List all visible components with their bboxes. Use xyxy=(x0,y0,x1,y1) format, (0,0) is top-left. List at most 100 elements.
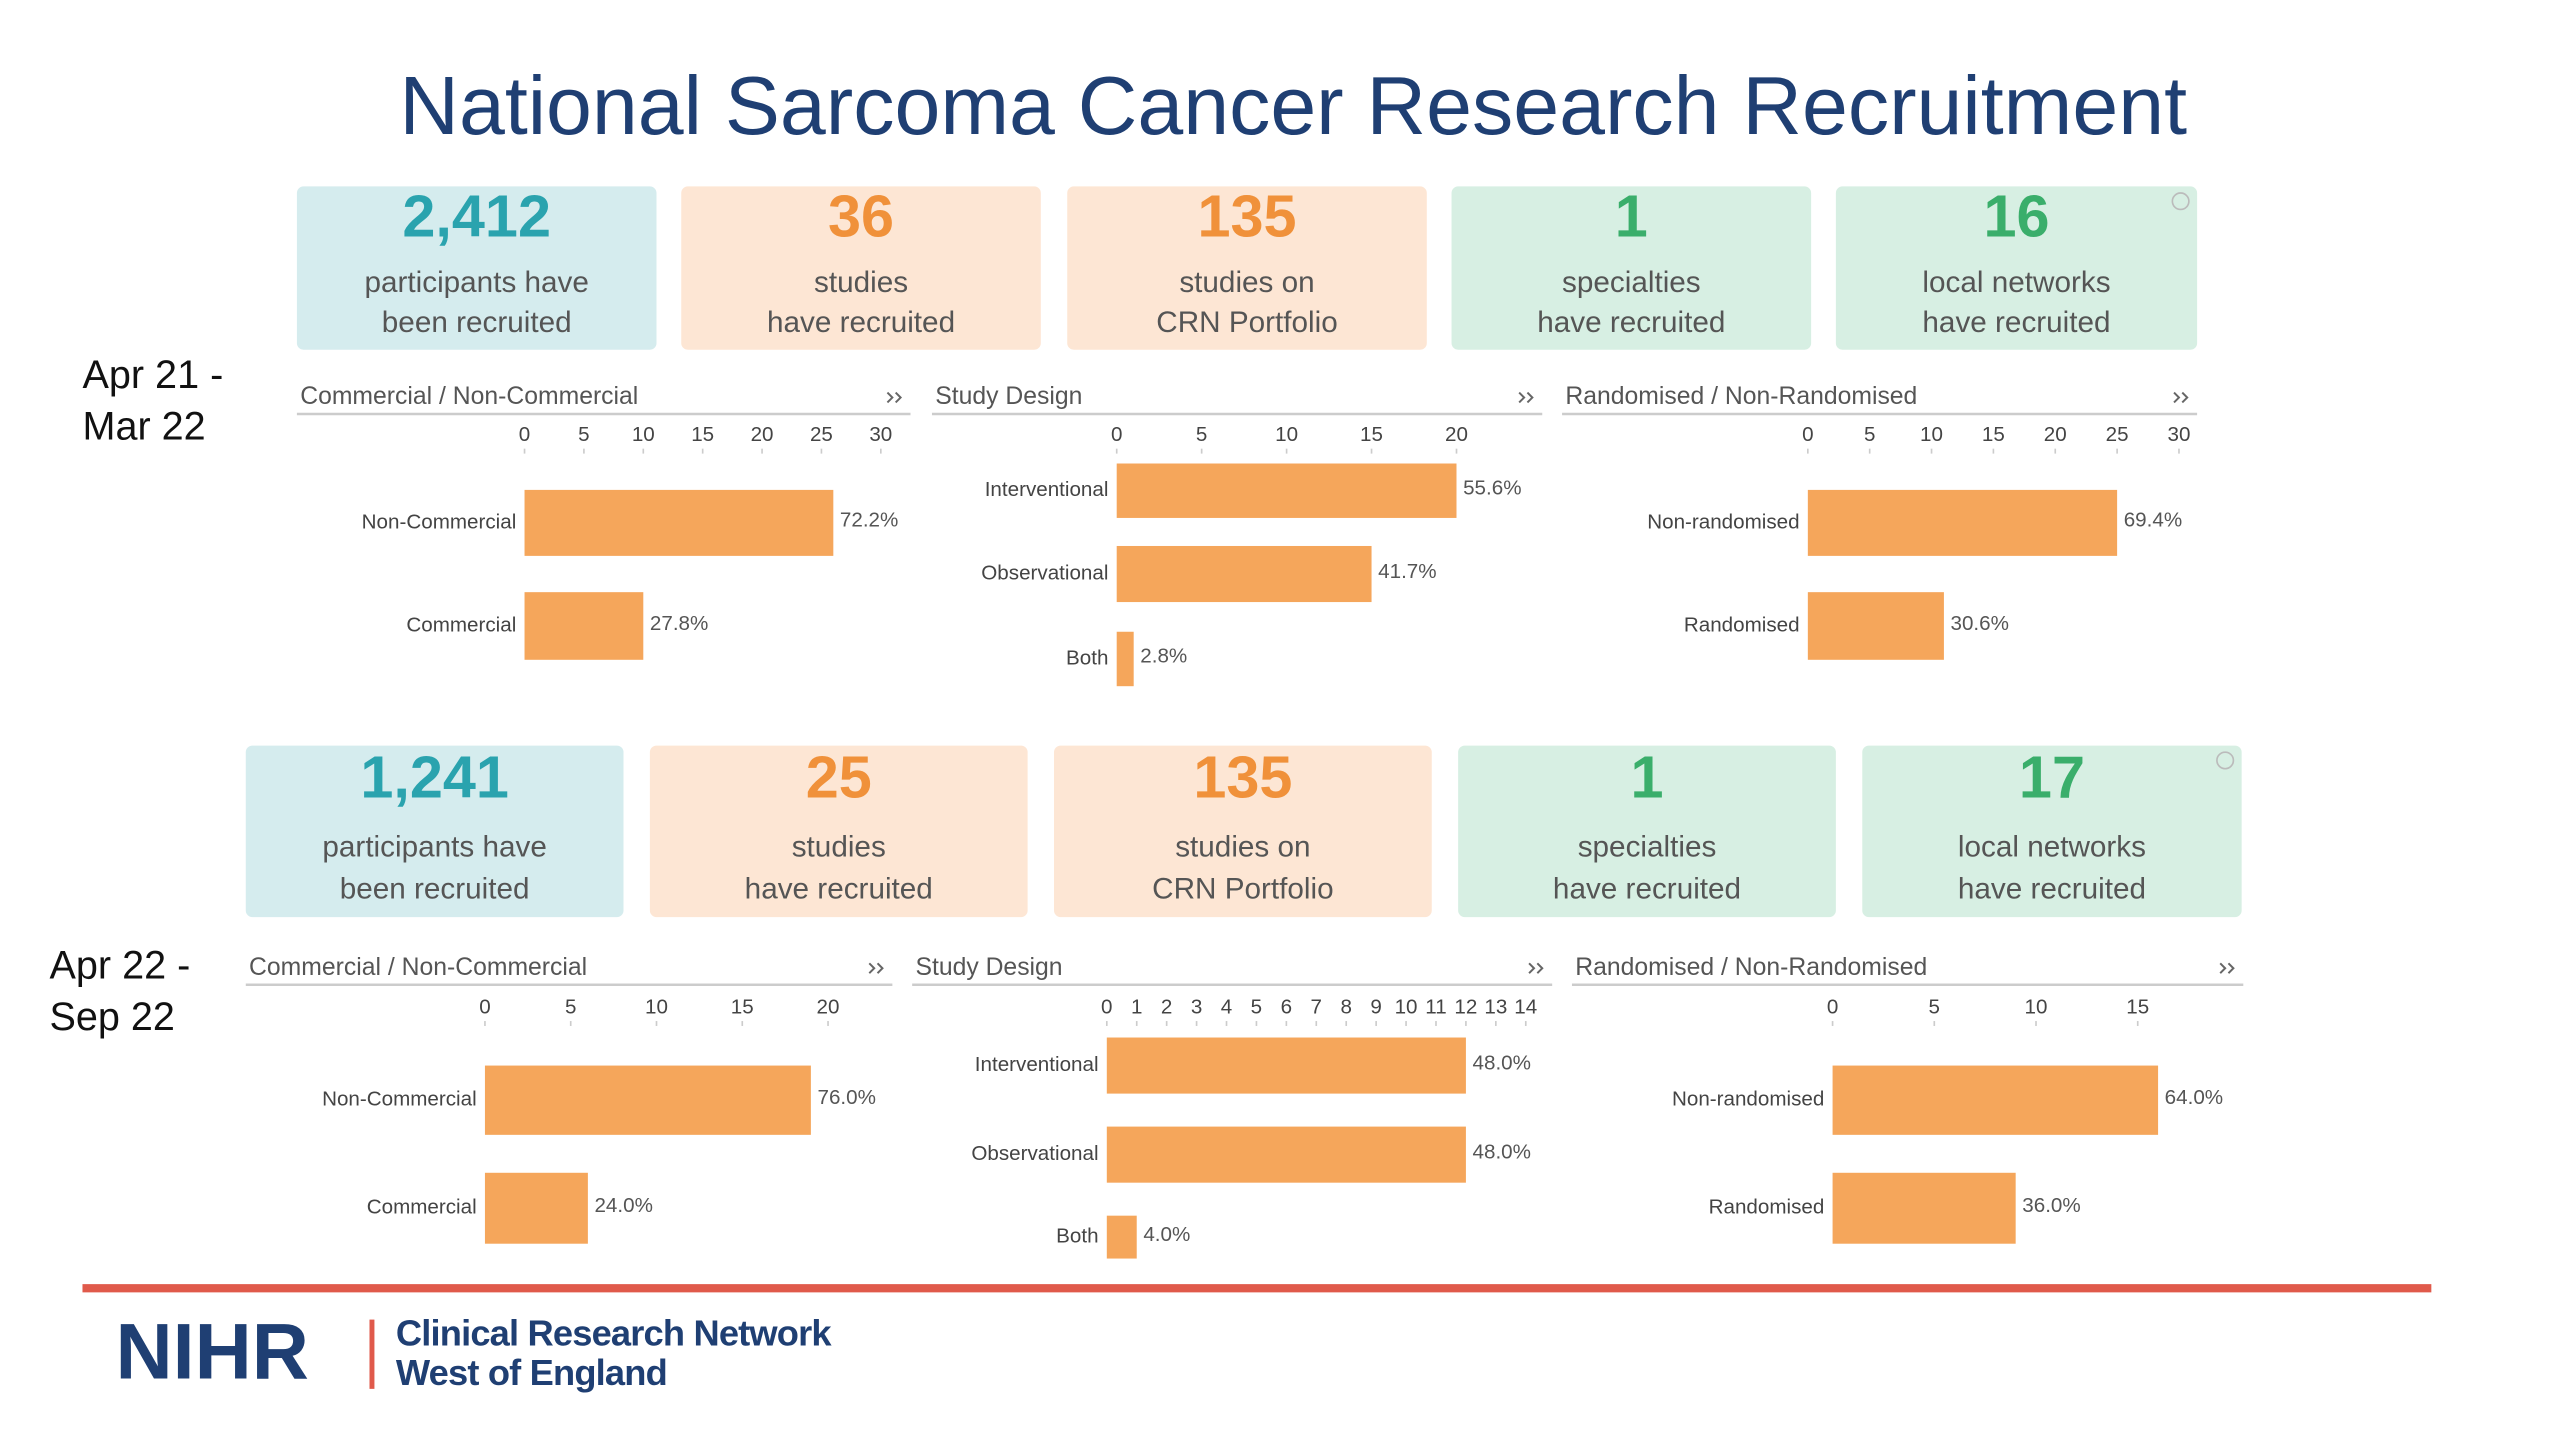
x-tick-label: 13 xyxy=(1484,995,1507,1018)
category-label: Interventional xyxy=(985,478,1109,501)
x-tick-label: 3 xyxy=(1191,995,1202,1018)
period-label: Apr 22 - xyxy=(49,944,190,988)
bar xyxy=(484,1065,811,1135)
kpi-label: been recruited xyxy=(340,872,530,905)
chart-title: Randomised / Non-Randomised xyxy=(1575,954,1927,981)
x-tick-label: 5 xyxy=(578,423,589,446)
bar xyxy=(1116,463,1457,518)
kpi-value: 1 xyxy=(1630,743,1663,810)
x-tick-label: 7 xyxy=(1311,995,1322,1018)
expand-icon xyxy=(2173,391,2189,404)
kpi-label: have recruited xyxy=(745,872,933,905)
x-tick-label: 11 xyxy=(1425,995,1446,1018)
kpi-card xyxy=(1067,186,1427,350)
kpi-label: have recruited xyxy=(767,306,955,339)
expand-icon xyxy=(868,962,884,974)
network-region: West of England xyxy=(396,1352,667,1393)
x-tick-label: 10 xyxy=(632,423,655,446)
kpi-label: studies xyxy=(792,830,886,863)
share-label: 30.6% xyxy=(1951,612,2009,635)
bar xyxy=(1807,592,1944,660)
x-tick-label: 14 xyxy=(1514,995,1537,1018)
kpi-label: CRN Portfolio xyxy=(1152,872,1333,905)
share-label: 36.0% xyxy=(2022,1194,2080,1217)
x-tick-label: 20 xyxy=(817,995,840,1018)
kpi-value: 1,241 xyxy=(360,743,509,810)
x-tick-label: 15 xyxy=(691,423,714,446)
kpi-value: 17 xyxy=(2019,743,2085,810)
expand-icon xyxy=(1518,391,1534,404)
category-label: Non-Commercial xyxy=(322,1088,477,1111)
kpi-value: 16 xyxy=(1983,182,2049,249)
kpi-value: 36 xyxy=(828,182,894,249)
x-tick-label: 0 xyxy=(1802,423,1813,446)
kpi-card xyxy=(681,186,1041,350)
x-tick-label: 20 xyxy=(1445,423,1468,446)
expand-icon xyxy=(886,391,903,404)
page-title: National Sarcoma Cancer Research Recruit… xyxy=(399,60,2187,152)
bar xyxy=(1106,1126,1466,1183)
share-label: 2.8% xyxy=(1140,645,1187,668)
category-label: Commercial xyxy=(367,1196,477,1219)
x-tick-label: 0 xyxy=(519,423,530,446)
x-tick-label: 15 xyxy=(1982,423,2005,446)
kpi-label: local networks xyxy=(1922,266,2110,299)
kpi-card xyxy=(1458,745,1836,918)
kpi-card xyxy=(1835,186,2198,350)
x-tick-label: 10 xyxy=(645,995,668,1018)
kpi-value: 1 xyxy=(1615,182,1648,249)
bar xyxy=(1807,489,2118,556)
x-tick-label: 20 xyxy=(751,423,774,446)
x-tick-label: 5 xyxy=(1196,423,1207,446)
share-label: 48.0% xyxy=(1473,1051,1531,1074)
kpi-label: have recruited xyxy=(1922,306,2110,339)
share-label: 24.0% xyxy=(594,1194,652,1217)
chart-title: Commercial / Non-Commercial xyxy=(300,383,638,410)
share-label: 41.7% xyxy=(1378,560,1436,583)
share-label: 72.2% xyxy=(840,509,898,532)
category-label: Interventional xyxy=(975,1053,1099,1076)
chart-title: Study Design xyxy=(915,954,1062,981)
x-tick-label: 0 xyxy=(479,995,490,1018)
kpi-label: local networks xyxy=(1958,830,2146,863)
kpi-label: have recruited xyxy=(1537,306,1725,339)
bar xyxy=(524,592,644,660)
x-tick-label: 5 xyxy=(1864,423,1875,446)
kpi-label: CRN Portfolio xyxy=(1156,306,1337,339)
x-tick-label: 6 xyxy=(1281,995,1292,1018)
kpi-label: participants have xyxy=(364,266,588,299)
expand-icon xyxy=(1528,962,1544,974)
kpi-label: have recruited xyxy=(1958,872,2146,905)
category-label: Non-randomised xyxy=(1647,510,1799,533)
help-icon xyxy=(2171,192,2190,211)
kpi-card xyxy=(1862,745,2242,918)
x-tick-label: 5 xyxy=(1251,995,1262,1018)
share-label: 4.0% xyxy=(1143,1223,1190,1246)
logo-divider xyxy=(369,1319,375,1389)
category-label: Observational xyxy=(981,561,1108,584)
x-tick-label: 4 xyxy=(1221,995,1232,1018)
kpi-label: studies on xyxy=(1179,266,1314,299)
share-label: 76.0% xyxy=(817,1086,875,1109)
x-tick-label: 30 xyxy=(869,423,892,446)
x-tick-label: 8 xyxy=(1340,995,1351,1018)
kpi-label: studies on xyxy=(1175,830,1310,863)
x-tick-label: 9 xyxy=(1370,995,1381,1018)
x-tick-label: 5 xyxy=(1929,995,1940,1018)
share-label: 48.0% xyxy=(1473,1140,1531,1163)
category-label: Both xyxy=(1056,1225,1098,1248)
period-label: Sep 22 xyxy=(49,995,174,1039)
bar xyxy=(1106,1037,1466,1094)
help-icon xyxy=(2216,751,2235,770)
bar xyxy=(1106,1215,1137,1259)
bar xyxy=(524,489,834,556)
x-tick-label: 0 xyxy=(1827,995,1838,1018)
kpi-card xyxy=(1054,745,1432,918)
chart-title: Commercial / Non-Commercial xyxy=(249,954,587,981)
kpi-label: participants have xyxy=(322,830,546,863)
kpi-label: been recruited xyxy=(382,306,572,339)
period-label: Mar 22 xyxy=(82,404,205,448)
bar xyxy=(1116,631,1134,687)
